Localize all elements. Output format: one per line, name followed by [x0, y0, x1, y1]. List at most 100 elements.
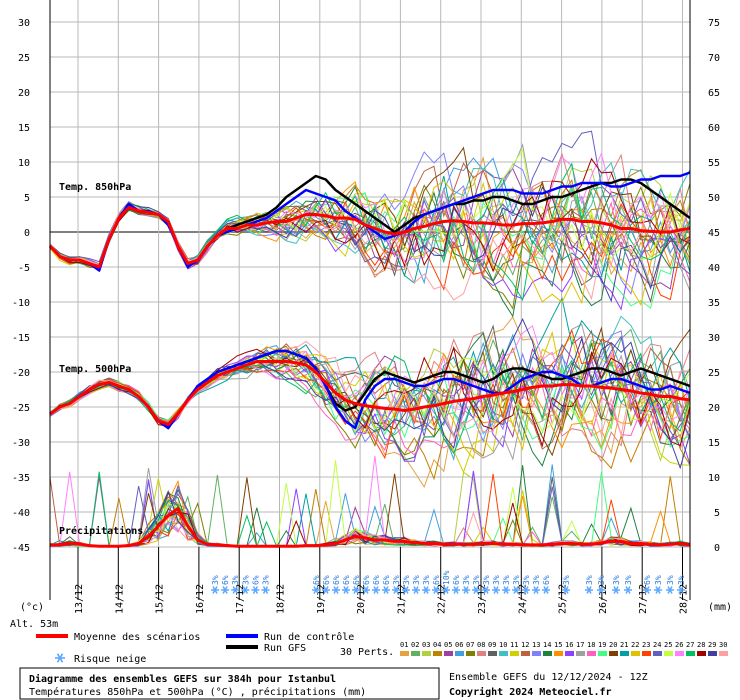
snowflake-stroke [333, 586, 339, 594]
snowflake-icon [332, 586, 340, 594]
snowflake-stroke [563, 586, 569, 594]
snowflake-stroke [373, 586, 379, 594]
left-tick-label: -15 [12, 333, 30, 344]
left-tick-label: -20 [12, 368, 30, 379]
t500-panel-label: Temp. 500hPa [59, 364, 131, 375]
legend-mean-label: Moyenne des scénarios [74, 631, 200, 643]
snowflake-stroke [503, 586, 509, 594]
day-label: 17/12 [235, 584, 246, 614]
perturbation-line [49, 345, 691, 448]
pert-swatch [598, 651, 607, 656]
snow-pct-label: 3% [422, 575, 431, 585]
snowflake-stroke [586, 586, 592, 594]
legend-perts-label: 30 Perts. [340, 647, 394, 658]
pert-number: 22 [631, 641, 639, 649]
snowflake-stroke [252, 586, 259, 594]
snowflake-stroke [212, 586, 218, 594]
snowflake-icon [231, 586, 240, 594]
chart-subtitle: Températures 850hPa et 500hPa (°C) , pré… [29, 686, 366, 698]
right-tick-label: 40 [708, 263, 720, 274]
pert-number: 21 [620, 641, 628, 649]
pert-number: 08 [477, 641, 485, 649]
snowflake-stroke [232, 586, 238, 594]
snowflake-icon [472, 586, 480, 594]
snowflake-icon [221, 586, 230, 594]
snowflake-icon [362, 586, 370, 594]
left-tick-label: -30 [12, 438, 30, 449]
pert-number: 02 [411, 641, 419, 649]
pert-swatch [400, 651, 409, 656]
snowflake-stroke [262, 586, 269, 594]
snowflake-stroke [343, 586, 349, 594]
snowflake-stroke [353, 586, 359, 594]
snowflake-stroke [523, 586, 529, 594]
pert-number: 26 [675, 641, 683, 649]
snowflake-stroke [242, 586, 248, 594]
left-tick-label: 25 [18, 53, 30, 64]
snow-pct-label: 6% [372, 575, 381, 585]
pert-swatch [576, 651, 585, 656]
snowflake-stroke [393, 586, 399, 594]
day-label: 14/12 [114, 584, 125, 614]
snowflake-stroke [655, 586, 661, 594]
pert-swatch [477, 651, 486, 656]
snowflake-icon [492, 586, 500, 594]
snow-pct-label: 3% [502, 575, 511, 585]
right-tick-label: 70 [708, 53, 720, 64]
left-tick-label: 5 [24, 193, 30, 204]
snow-pct-label: 3% [585, 575, 594, 585]
plot-area [50, 0, 690, 547]
day-label: 15/12 [155, 584, 166, 614]
snowflake-icon [654, 586, 662, 594]
snowflake-stroke [453, 586, 459, 594]
pert-number: 23 [642, 641, 650, 649]
pert-number: 29 [708, 641, 716, 649]
pert-swatch [675, 651, 684, 656]
snow-pct-label: 10% [442, 570, 451, 585]
pert-number: 30 [719, 641, 727, 649]
snowflake-stroke [598, 586, 604, 594]
snow-pct-label: 6% [452, 575, 461, 585]
day-label: 13/12 [74, 584, 85, 614]
right-tick-label: 35 [708, 298, 720, 309]
snow-pct-label: 3% [532, 575, 541, 585]
snowflake-icon [624, 586, 632, 594]
snowflake-icon [585, 586, 593, 594]
snowflake-icon [432, 586, 440, 594]
pert-number: 17 [576, 641, 584, 649]
snowflake-stroke [473, 586, 479, 594]
snowflake-icon [342, 586, 350, 594]
snow-pct-label: 6% [542, 575, 551, 585]
legend-control-label: Run de contrôle [264, 631, 354, 643]
perturbation-line [49, 152, 691, 266]
pert-swatch [686, 651, 695, 656]
snowflake-stroke [483, 586, 489, 594]
snow-pct-label: 3% [402, 575, 411, 585]
day-label: 16/12 [195, 584, 206, 614]
snowflake-stroke [513, 586, 519, 594]
snowflake-icon [372, 586, 380, 594]
snowflake-icon [412, 586, 420, 594]
pert-swatch [466, 651, 475, 656]
pert-number: 28 [697, 641, 705, 649]
snow-pct-label: 6% [332, 575, 341, 585]
pert-number: 14 [543, 641, 551, 649]
snowflake-stroke [403, 586, 409, 594]
right-tick-label: 60 [708, 123, 720, 134]
left-tick-label: 0 [24, 228, 30, 239]
t850-mean-line [48, 206, 691, 269]
snow-pct-label: 6% [221, 575, 230, 585]
snowflake-stroke [222, 586, 228, 594]
left-tick-label: 10 [18, 158, 30, 169]
snow-pct-label: 3% [492, 575, 501, 585]
pert-number: 10 [499, 641, 507, 649]
copyright: Copyright 2024 Meteociel.fr [449, 686, 612, 698]
snow-pct-label: 3% [412, 575, 421, 585]
right-tick-label: 25 [708, 368, 720, 379]
t500-mean-line [49, 360, 691, 426]
snowflake-icon [442, 586, 450, 594]
snow-pct-label: 3% [624, 575, 633, 585]
snow-pct-label: 6% [352, 575, 361, 585]
snowflake-stroke [678, 586, 684, 594]
